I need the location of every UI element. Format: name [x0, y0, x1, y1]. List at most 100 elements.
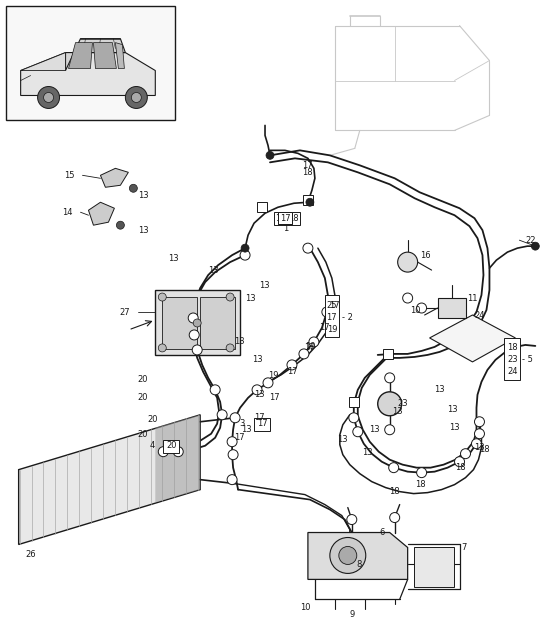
Circle shape — [471, 439, 481, 448]
Text: 26: 26 — [26, 550, 37, 559]
Text: 9: 9 — [349, 610, 354, 619]
Text: 20: 20 — [148, 415, 158, 425]
Text: 13: 13 — [234, 337, 245, 347]
Text: 25: 25 — [326, 301, 337, 310]
Text: 13: 13 — [434, 386, 445, 394]
Text: 19: 19 — [268, 371, 278, 381]
Polygon shape — [100, 168, 129, 187]
Text: 20: 20 — [166, 441, 177, 450]
Circle shape — [347, 514, 357, 524]
Text: 13: 13 — [392, 408, 402, 416]
Circle shape — [263, 378, 273, 388]
Text: - 5: - 5 — [522, 355, 533, 364]
Circle shape — [385, 425, 395, 435]
Bar — [505, 338, 520, 380]
Circle shape — [299, 349, 309, 359]
Text: 6: 6 — [380, 528, 385, 537]
Polygon shape — [88, 202, 114, 225]
Polygon shape — [155, 290, 240, 355]
Bar — [287, 212, 300, 225]
Text: 15: 15 — [64, 171, 75, 180]
Circle shape — [227, 436, 237, 447]
Circle shape — [475, 429, 485, 439]
Text: 17: 17 — [255, 413, 265, 422]
Circle shape — [188, 313, 198, 323]
Text: 13: 13 — [255, 391, 265, 399]
Text: 13: 13 — [337, 435, 348, 444]
Circle shape — [230, 413, 240, 423]
Circle shape — [38, 87, 59, 109]
Text: 23: 23 — [398, 399, 408, 408]
Text: - 2: - 2 — [342, 313, 353, 323]
Circle shape — [210, 385, 220, 395]
Text: 7: 7 — [462, 543, 467, 552]
Text: 18: 18 — [389, 487, 399, 496]
Polygon shape — [19, 414, 200, 544]
Bar — [349, 397, 359, 407]
Text: 3: 3 — [240, 420, 245, 428]
Bar — [164, 440, 179, 453]
Text: 22: 22 — [525, 236, 536, 245]
Text: 17: 17 — [280, 214, 290, 223]
Circle shape — [378, 392, 402, 416]
Circle shape — [131, 92, 141, 102]
Text: 20: 20 — [138, 376, 148, 384]
Circle shape — [158, 447, 168, 457]
Text: 13: 13 — [447, 405, 458, 414]
Text: 17: 17 — [275, 214, 285, 223]
Circle shape — [330, 538, 366, 573]
Circle shape — [158, 293, 166, 301]
Polygon shape — [116, 43, 124, 68]
Polygon shape — [429, 315, 516, 362]
Text: 17: 17 — [257, 420, 268, 428]
Text: 13: 13 — [241, 425, 252, 434]
Text: 19: 19 — [326, 325, 337, 335]
Bar — [162, 297, 197, 349]
Circle shape — [416, 468, 427, 478]
Text: 17: 17 — [326, 313, 337, 323]
Circle shape — [306, 198, 314, 206]
Circle shape — [455, 457, 464, 467]
Circle shape — [227, 475, 237, 485]
Text: 10: 10 — [300, 603, 310, 612]
Bar — [200, 297, 235, 349]
Text: 18: 18 — [302, 168, 312, 177]
Circle shape — [189, 330, 199, 340]
Bar — [254, 418, 270, 431]
Text: 23: 23 — [507, 355, 518, 364]
Circle shape — [240, 250, 250, 260]
Circle shape — [398, 252, 417, 272]
Text: 17: 17 — [304, 344, 315, 352]
Text: 20: 20 — [138, 430, 148, 439]
Polygon shape — [21, 53, 155, 95]
Polygon shape — [21, 53, 65, 70]
Circle shape — [252, 385, 262, 395]
Circle shape — [192, 345, 202, 355]
Polygon shape — [93, 43, 117, 68]
Circle shape — [287, 360, 297, 370]
Text: 13: 13 — [138, 225, 149, 235]
Circle shape — [266, 151, 274, 160]
Circle shape — [385, 373, 395, 383]
Circle shape — [44, 92, 53, 102]
Text: 13: 13 — [362, 448, 372, 457]
Bar — [383, 349, 393, 359]
Circle shape — [475, 417, 485, 427]
Text: 13: 13 — [208, 266, 219, 274]
Bar — [5, 6, 175, 121]
Text: 13: 13 — [449, 423, 459, 432]
Text: 13: 13 — [252, 355, 263, 364]
Text: 13: 13 — [245, 293, 256, 303]
Circle shape — [226, 344, 234, 352]
Circle shape — [389, 463, 399, 473]
Circle shape — [531, 242, 540, 250]
Text: 27: 27 — [120, 308, 130, 317]
Polygon shape — [155, 414, 200, 502]
Circle shape — [193, 319, 201, 327]
Text: 20: 20 — [138, 393, 148, 403]
Text: 13: 13 — [369, 425, 380, 434]
Text: 18: 18 — [288, 214, 298, 223]
Circle shape — [461, 448, 470, 458]
Bar — [257, 202, 267, 212]
Text: 8: 8 — [356, 560, 362, 569]
